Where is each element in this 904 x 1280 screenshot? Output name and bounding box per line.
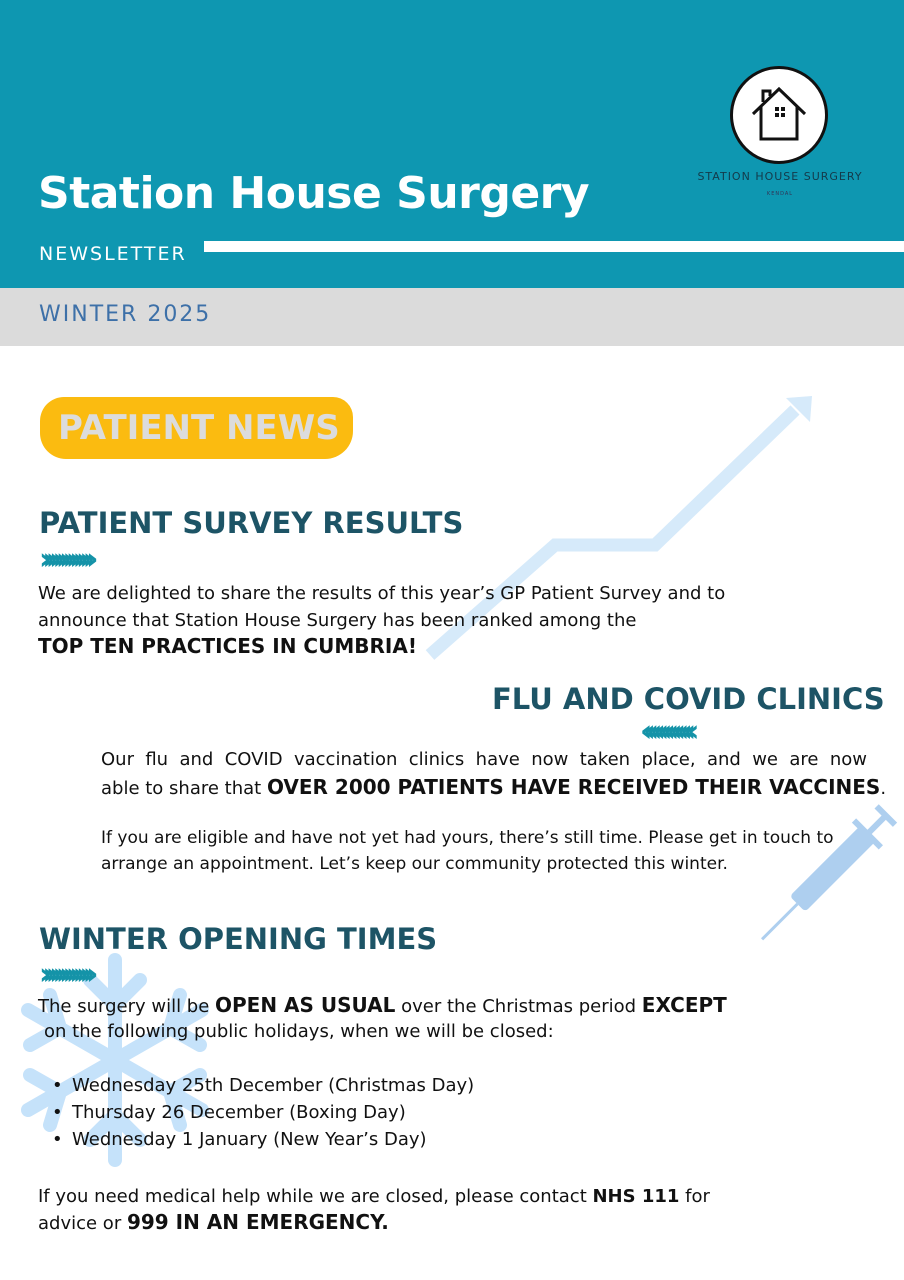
logo-text: STATION HOUSE SURGERY xyxy=(697,170,863,183)
chevron-right-icon: ››››››››››››››› xyxy=(39,957,99,992)
newsletter-label: NEWSLETTER xyxy=(39,243,187,265)
flu-text-3: If you are eligible and have not yet had… xyxy=(101,828,834,848)
logo-subtext: KENDAL xyxy=(766,191,794,197)
section-badge: PATIENT NEWS xyxy=(40,397,353,459)
flu-highlight: OVER 2000 PATIENTS HAVE RECEIVED THEIR V… xyxy=(266,775,881,799)
chevron-right-icon: ››››››››››››››› xyxy=(39,542,99,577)
page-title: Station House Surgery xyxy=(38,168,590,219)
edition-label: WINTER 2025 xyxy=(39,302,212,327)
flu-text-4: arrange an appointment. Let’s keep our c… xyxy=(101,854,728,874)
list-item: Wednesday 25th December (Christmas Day) xyxy=(52,1072,474,1099)
holiday-list: Wednesday 25th December (Christmas Day) … xyxy=(52,1072,474,1153)
survey-heading: PATIENT SURVEY RESULTS xyxy=(39,506,464,540)
open-as-usual: OPEN AS USUAL xyxy=(215,993,396,1017)
flu-heading: FLU AND COVID CLINICS xyxy=(492,682,885,716)
survey-text-2: announce that Station House Surgery has … xyxy=(38,610,637,631)
list-item: Wednesday 1 January (New Year’s Day) xyxy=(52,1126,474,1153)
survey-highlight: TOP TEN PRACTICES IN CUMBRIA xyxy=(38,634,408,658)
syringe-icon xyxy=(761,804,898,941)
opening-heading: WINTER OPENING TIMES xyxy=(39,922,438,956)
flu-text-1: Our flu and COVID vaccination clinics ha… xyxy=(101,749,867,770)
opening-text-2: on the following public holidays, when w… xyxy=(44,1021,554,1042)
chevron-left-icon: ‹‹‹‹‹‹‹‹‹‹‹‹‹‹‹ xyxy=(640,714,700,749)
divider xyxy=(204,241,904,252)
list-item: Thursday 26 December (Boxing Day) xyxy=(52,1099,474,1126)
house-logo-icon xyxy=(730,66,828,164)
edition-band xyxy=(0,288,904,346)
emergency-highlight: 999 IN AN EMERGENCY. xyxy=(126,1210,389,1234)
survey-text-1: We are delighted to share the results of… xyxy=(38,583,726,604)
